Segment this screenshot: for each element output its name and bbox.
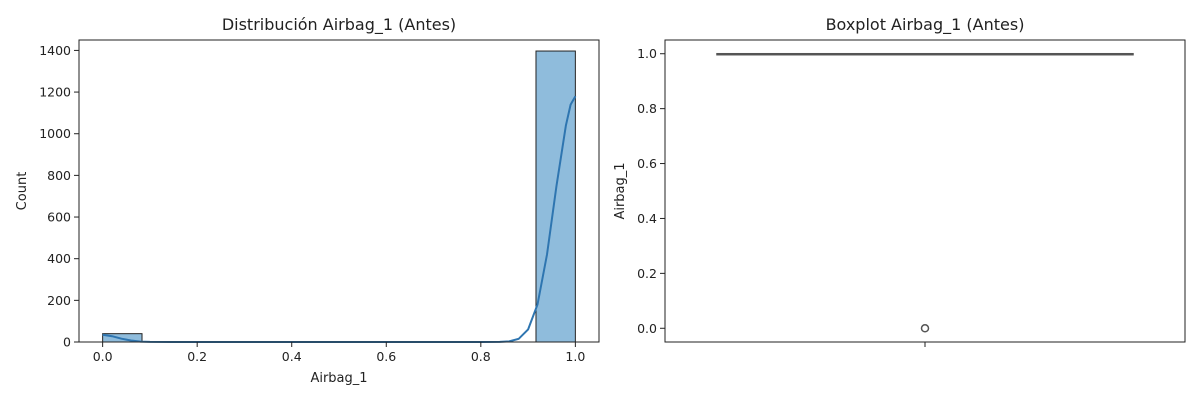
y-tick-label: 0.2 xyxy=(637,266,657,281)
histogram-plot-area xyxy=(78,39,600,343)
y-tick-label: 0.0 xyxy=(637,321,657,336)
x-tick-label: 0.0 xyxy=(93,349,113,364)
y-tick-label: 1200 xyxy=(39,85,71,100)
x-tick-label: 0.2 xyxy=(187,349,207,364)
y-tick-label: 0.4 xyxy=(637,211,657,226)
histogram-bars xyxy=(102,50,576,343)
y-tick-label: 0.8 xyxy=(637,101,657,116)
y-tick-label: 400 xyxy=(47,251,71,266)
histogram-y-label: Count xyxy=(15,172,30,211)
x-tick-label: 0.6 xyxy=(376,349,396,364)
boxplot-title: Boxplot Airbag_1 (Antes) xyxy=(826,15,1025,35)
x-tick-label: 0.4 xyxy=(282,349,302,364)
histogram-x-label: Airbag_1 xyxy=(310,371,367,386)
boxplot-y-ticks: 0.0 0.2 0.4 0.6 0.8 1.0 xyxy=(637,46,665,336)
y-tick-label: 1400 xyxy=(39,43,71,58)
y-tick-label: 1.0 xyxy=(637,46,657,61)
boxplot-plot-area xyxy=(664,39,1186,343)
x-tick-label: 0.8 xyxy=(471,349,491,364)
boxplot-y-label: Airbag_1 xyxy=(613,162,628,219)
y-tick-label: 0.6 xyxy=(637,156,657,171)
y-tick-label: 1000 xyxy=(39,126,71,141)
boxplot-chart: Boxplot Airbag_1 (Antes) 0.0 0.2 0.4 0.6 0.8… xyxy=(613,15,1186,347)
histogram-chart: Distribución Airbag_1 (Antes) 0.0 0.2 0.4 0… xyxy=(15,15,600,386)
y-tick-label: 800 xyxy=(47,168,71,183)
y-tick-label: 200 xyxy=(47,293,71,308)
y-tick-label: 600 xyxy=(47,210,71,225)
y-tick-label: 0 xyxy=(63,335,71,350)
histogram-x-ticks: 0.0 0.2 0.4 0.6 0.8 1.0 xyxy=(93,342,585,364)
boxplot-outlier xyxy=(920,324,930,333)
kde-line xyxy=(102,95,577,343)
histogram-title: Distribución Airbag_1 (Antes) xyxy=(222,15,456,35)
histogram-y-ticks: 0 200 400 600 800 1000 1200 1400 xyxy=(39,43,79,350)
boxplot-marks xyxy=(716,52,1134,333)
x-tick-label: 1.0 xyxy=(565,349,585,364)
